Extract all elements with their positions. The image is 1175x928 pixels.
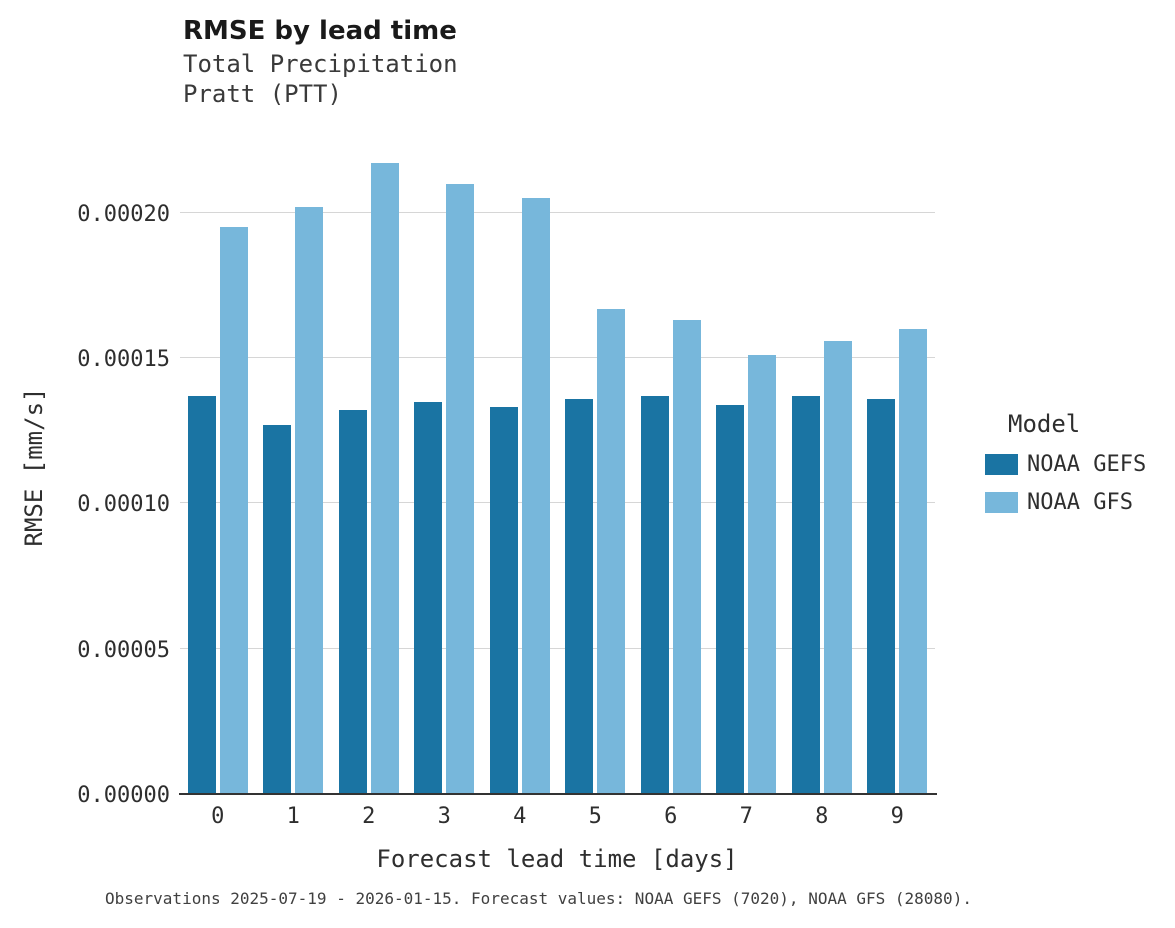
- gridline: [180, 502, 935, 504]
- bar-noaa-gefs-day-9: [867, 398, 896, 794]
- x-axis-line: [179, 793, 937, 795]
- legend: Model NOAA GEFS NOAA GFS: [985, 410, 1175, 528]
- bar-noaa-gefs-day-1: [263, 424, 292, 794]
- legend-swatch: [985, 454, 1018, 475]
- chart-subtitle-variable: Total Precipitation: [183, 50, 458, 78]
- x-axis-label: Forecast lead time [days]: [376, 845, 738, 873]
- bar-noaa-gfs-day-3: [446, 183, 475, 794]
- x-tick-label: 8: [815, 804, 829, 829]
- gridline: [180, 357, 935, 358]
- y-axis-tick-labels: 0.00000 0.00005 0.00010 0.00015 0.00020: [40, 140, 170, 808]
- bar-noaa-gfs-day-2: [370, 163, 399, 794]
- y-tick-label: 0.00005: [77, 637, 170, 663]
- legend-label: NOAA GEFS: [1027, 452, 1147, 477]
- bar-noaa-gfs-day-5: [597, 308, 626, 794]
- x-tick-label: 9: [890, 804, 904, 829]
- bar-noaa-gfs-day-7: [748, 355, 777, 794]
- x-tick-label: 4: [513, 804, 527, 829]
- bar-noaa-gefs-day-0: [187, 395, 216, 794]
- y-tick-label: 0.00000: [77, 783, 170, 808]
- legend-item-noaa-gefs: NOAA GEFS: [985, 452, 1175, 477]
- bar-noaa-gefs-day-8: [791, 395, 820, 794]
- x-tick-label: 5: [588, 804, 602, 829]
- bar-noaa-gfs-day-8: [823, 340, 852, 794]
- legend-item-noaa-gfs: NOAA GFS: [985, 490, 1175, 515]
- x-tick-label: 7: [739, 804, 753, 829]
- chart-title: RMSE by lead time: [183, 16, 457, 46]
- legend-swatch: [985, 492, 1018, 513]
- bar-noaa-gefs-day-5: [565, 398, 594, 794]
- bar-noaa-gefs-day-3: [414, 401, 443, 794]
- bar-noaa-gfs-day-4: [521, 198, 550, 794]
- gridline: [180, 647, 935, 649]
- bar-noaa-gefs-day-2: [338, 410, 367, 794]
- x-tick-label: 1: [286, 804, 300, 829]
- y-axis-label: RMSE [mm/s]: [20, 387, 48, 547]
- y-tick-label: 0.00010: [77, 492, 170, 518]
- bar-noaa-gefs-day-7: [716, 404, 745, 794]
- legend-label: NOAA GFS: [1027, 490, 1133, 515]
- x-tick-label: 0: [211, 804, 225, 829]
- gridline: [180, 211, 935, 213]
- y-tick-label: 0.00020: [77, 201, 170, 227]
- bar-noaa-gefs-day-4: [489, 407, 518, 794]
- plot-area: [180, 140, 935, 794]
- x-tick-label: 6: [664, 804, 678, 829]
- chart-subtitle-station: Pratt (PTT): [183, 80, 342, 108]
- bar-noaa-gfs-day-9: [899, 328, 928, 794]
- legend-title: Model: [1008, 410, 1081, 438]
- bar-noaa-gfs-day-6: [672, 320, 701, 794]
- legend-items: NOAA GEFS NOAA GFS: [985, 452, 1175, 515]
- x-axis-tick-labels: 0 1 2 3 4 5 6 7 8 9: [180, 804, 935, 834]
- y-tick-label: 0.00015: [77, 347, 170, 372]
- bar-noaa-gefs-day-6: [640, 395, 669, 794]
- x-tick-label: 3: [437, 804, 451, 829]
- x-tick-label: 2: [362, 804, 376, 829]
- bar-noaa-gfs-day-0: [219, 227, 248, 794]
- bar-noaa-gfs-day-1: [295, 206, 324, 794]
- chart-caption: Observations 2025-07-19 - 2026-01-15. Fo…: [105, 889, 972, 908]
